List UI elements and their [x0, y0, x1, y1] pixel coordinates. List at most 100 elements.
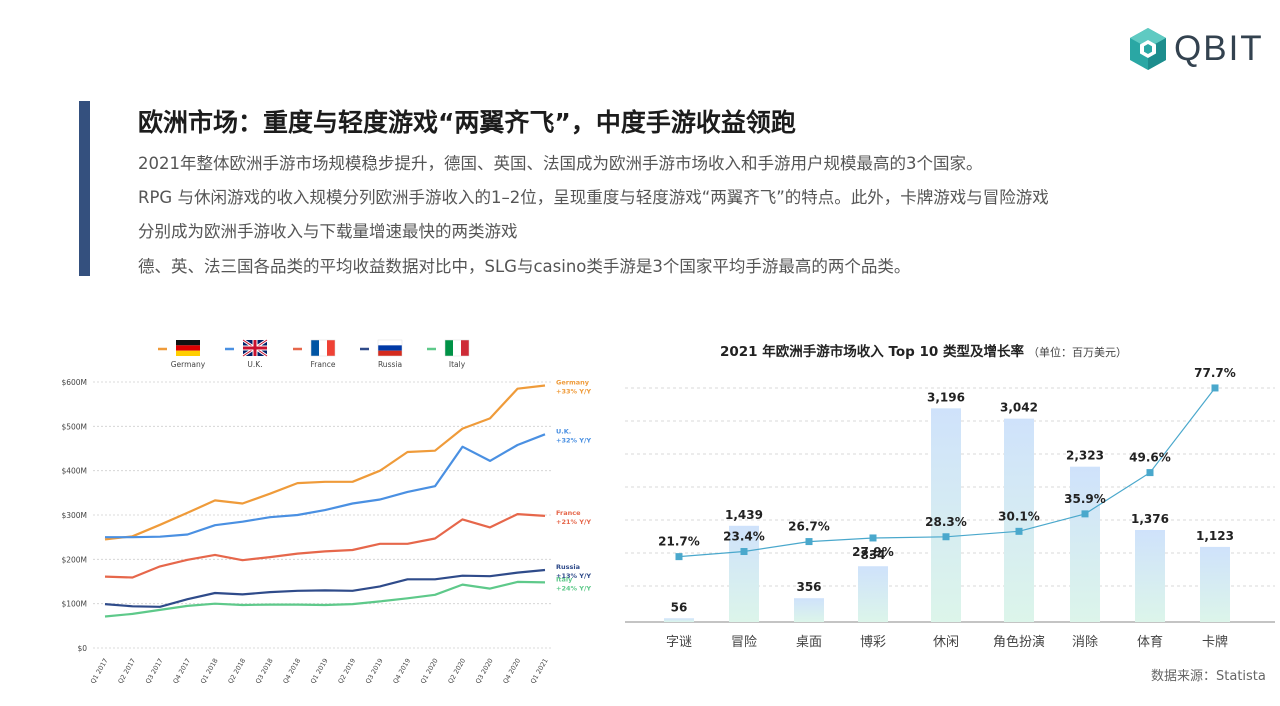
growth-marker: [1015, 527, 1023, 535]
bar-category-label: 卡牌: [1202, 634, 1228, 650]
growth-rate-label: 77.7%: [1194, 366, 1236, 380]
uk-flag-icon: [242, 338, 268, 358]
france-flag-icon: [310, 339, 336, 357]
y-tick-label: $600M: [61, 378, 87, 387]
bar-value-label: 3,196: [927, 390, 965, 404]
bar-chart-title: 2021 年欧洲手游市场收入 Top 10 类型及增长率: [720, 343, 1025, 360]
description-line-3: 分别成为欧洲手游收入与下载量增速最快的两类游戏: [138, 222, 518, 241]
bar-category-label: 体育: [1137, 634, 1163, 650]
x-tick-label: Q1 2019: [309, 657, 330, 685]
x-tick-label: Q1 2021: [529, 657, 550, 685]
qbit-hexagon-icon: [1130, 28, 1166, 70]
bar-category-label: 冒险: [731, 635, 757, 650]
legend-label-russia: Russia: [378, 360, 402, 369]
growth-marker: [1211, 384, 1219, 392]
growth-rate-label: 27.9%: [852, 545, 894, 559]
genre-revenue-bar-chart: 2021 年欧洲手游市场收入 Top 10 类型及增长率 （单位：百万美元） 56 字…: [625, 343, 1275, 650]
legend-label-uk: U.K.: [247, 360, 262, 369]
growth-rate-label: 30.1%: [998, 509, 1040, 523]
x-tick-label: Q1 2020: [419, 657, 440, 685]
series-line-russia: [104, 568, 546, 608]
series-end-label-france: France: [556, 509, 581, 517]
y-tick-label: $200M: [61, 555, 87, 564]
growth-rate-label: 28.3%: [925, 515, 967, 529]
y-tick-label: $100M: [61, 600, 87, 609]
series-end-label-russia: Russia: [556, 563, 580, 571]
bar-1: [729, 525, 759, 622]
description-line-4: 德、英、法三国各品类的平均收益数据对比中，SLG与casino类手游是3个国家平…: [138, 257, 911, 276]
growth-marker: [740, 548, 748, 556]
bar-value-label: 56: [671, 600, 688, 614]
bar-value-label: 1,439: [725, 508, 763, 522]
series-end-label-germany: Germany: [556, 379, 590, 387]
growth-marker: [1081, 510, 1089, 518]
x-tick-label: Q3 2018: [254, 657, 275, 685]
data-source: 数据来源：Statista: [1151, 669, 1266, 684]
x-tick-label: Q2 2019: [336, 657, 357, 685]
bar-value-label: 3,042: [1000, 401, 1038, 415]
x-tick-label: Q3 2017: [144, 657, 165, 685]
growth-rate-label: 26.7%: [788, 520, 830, 534]
bar-chart-unit: （单位：百万美元）: [1028, 345, 1127, 359]
growth-rate-label: 49.6%: [1129, 451, 1171, 465]
series-growth-label-italy: +24% Y/Y: [556, 584, 591, 592]
legend-label-italy: Italy: [449, 360, 466, 369]
bar-category-label: 桌面: [796, 635, 822, 650]
x-tick-label: Q3 2019: [364, 657, 385, 685]
series-growth-label-france: +21% Y/Y: [556, 518, 591, 526]
x-tick-label: Q2 2018: [226, 657, 247, 685]
x-tick-label: Q3 2020: [474, 657, 495, 685]
page-title: 欧洲市场：重度与轻度游戏“两翼齐飞”，中度手游收益领跑: [138, 108, 796, 137]
series-growth-label-uk: +32% Y/Y: [556, 436, 591, 444]
growth-marker: [805, 538, 813, 546]
qbit-logo: QBIT: [1128, 26, 1264, 72]
bar-5: [1004, 418, 1034, 622]
x-tick-label: Q4 2018: [281, 657, 302, 685]
bar-value-label: 1,376: [1131, 512, 1169, 526]
x-tick-label: Q1 2018: [199, 657, 220, 685]
x-tick-label: Q4 2019: [391, 657, 412, 685]
growth-rate-label: 23.4%: [723, 530, 765, 544]
series-line-germany: [104, 384, 546, 541]
russia-flag-icon: [377, 339, 403, 357]
x-tick-label: Q2 2020: [446, 657, 467, 685]
bar-7: [1135, 530, 1165, 622]
series-end-label-italy: Italy: [556, 575, 573, 583]
bar-value-label: 1,123: [1196, 529, 1234, 543]
title-accent-bar: [79, 101, 90, 276]
series-line-france: [104, 513, 546, 579]
series-line-italy: [104, 580, 546, 618]
bar-0: [664, 618, 694, 622]
x-tick-label: Q4 2017: [171, 657, 192, 685]
bar-category-label: 休闲: [933, 635, 959, 650]
bar-8: [1200, 546, 1230, 622]
x-tick-label: Q4 2020: [501, 657, 522, 685]
description-line-1: 2021年整体欧洲手游市场规模稳步提升，德国、英国、法国成为欧洲手游市场收入和手…: [138, 154, 983, 173]
growth-marker: [942, 533, 950, 541]
y-tick-label: $300M: [61, 511, 87, 520]
y-tick-label: $0: [77, 644, 87, 653]
x-tick-label: Q2 2017: [116, 657, 137, 685]
series-line-uk: [105, 433, 546, 539]
legend-label-france: France: [311, 360, 336, 369]
bar-category-label: 博彩: [860, 635, 886, 650]
bar-value-label: 834: [860, 548, 885, 562]
series-end-label-uk: U.K.: [556, 427, 571, 435]
bar-6: [1070, 466, 1100, 622]
bar-category-label: 消除: [1072, 635, 1098, 650]
italy-flag-icon: [444, 339, 470, 357]
x-tick-label: Q1 2017: [89, 657, 110, 685]
country-revenue-line-chart: Germany U.K. France Russia Italy $0 $100M $200M…: [61, 338, 591, 685]
growth-rate-label: 21.7%: [658, 535, 700, 549]
description-line-2: RPG 与休闲游戏的收入规模分列欧洲手游收入的1–2位，呈现重度与轻度游戏“两翼…: [138, 188, 1049, 207]
legend-label-germany: Germany: [171, 360, 206, 369]
bar-category-label: 字谜: [666, 635, 692, 650]
y-tick-label: $500M: [61, 422, 87, 431]
bar-4: [931, 408, 961, 622]
y-tick-label: $400M: [61, 467, 87, 476]
logo-text: QBIT: [1174, 29, 1264, 68]
growth-marker: [1146, 469, 1154, 477]
series-growth-label-germany: +33% Y/Y: [556, 388, 591, 396]
growth-marker: [869, 534, 877, 542]
bar-category-label: 角色扮演: [993, 634, 1045, 650]
